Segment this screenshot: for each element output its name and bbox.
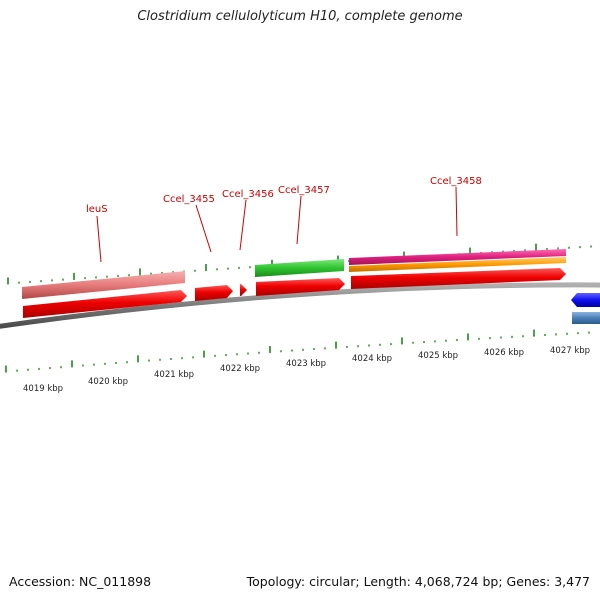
gene-label-leuS[interactable]: leuS: [86, 204, 108, 215]
kbp-label-4020: 4020 kbp: [88, 377, 128, 387]
feature-leuS-upper[interactable]: [22, 271, 185, 299]
gene-arrow-ccel-3456[interactable]: [240, 284, 247, 296]
kbp-label-4021: 4021 kbp: [154, 370, 194, 380]
gene-arrow-ccel-3455[interactable]: [195, 285, 233, 301]
leader-ccel-3458: [455, 186, 458, 237]
leader-ccel-3457: [296, 195, 302, 245]
gene-label-ccel-3458[interactable]: Ccel_3458: [430, 176, 482, 187]
gene-arrow-ccel-3458[interactable]: [351, 268, 566, 289]
genome-backbone: [0, 282, 600, 329]
leader-ccel-3456: [239, 199, 247, 251]
gene-arrow-reverse-blue[interactable]: [571, 293, 600, 307]
feature-ccel-3457-upper[interactable]: [255, 259, 344, 277]
gene-label-ccel-3457[interactable]: Ccel_3457: [278, 185, 330, 196]
kbp-label-4019: 4019 kbp: [23, 384, 63, 394]
leader-ccel-3455: [195, 204, 212, 253]
kbp-label-4022: 4022 kbp: [220, 364, 260, 374]
map-title: Clostridium cellulolyticum H10, complete…: [137, 9, 463, 24]
kbp-label-4023: 4023 kbp: [286, 359, 326, 369]
kbp-label-4026: 4026 kbp: [484, 348, 524, 358]
feature-ccel-3458-magenta[interactable]: [349, 249, 566, 265]
gene-arrow-leuS[interactable]: [23, 290, 187, 318]
feature-reverse-steel[interactable]: [572, 312, 600, 324]
feature-ccel-3458-orange[interactable]: [349, 257, 566, 272]
leader-leuS: [96, 215, 102, 263]
gene-label-ccel-3455[interactable]: Ccel_3455: [163, 194, 215, 205]
gene-arrow-ccel-3457[interactable]: [256, 278, 345, 296]
gene-label-ccel-3456[interactable]: Ccel_3456: [222, 189, 274, 200]
kbp-label-4027: 4027 kbp: [550, 346, 590, 356]
kbp-label-4024: 4024 kbp: [352, 354, 392, 364]
footer-summary: Topology: circular; Length: 4,068,724 bp…: [246, 574, 590, 589]
lower-tick-track: [5, 329, 590, 373]
footer-accession: Accession: NC_011898: [9, 574, 152, 589]
kbp-label-4025: 4025 kbp: [418, 351, 458, 361]
